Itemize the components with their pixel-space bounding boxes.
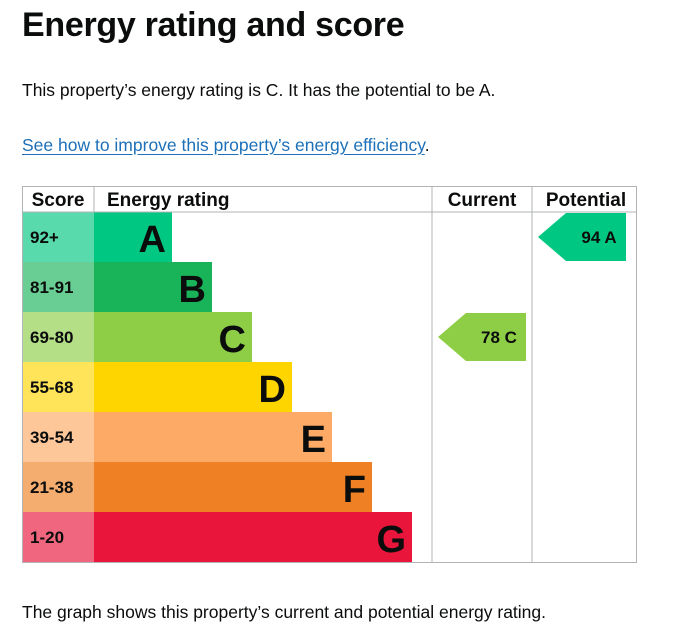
score-range-A: 92+ — [30, 228, 59, 247]
rating-bar-C — [94, 312, 252, 362]
rating-letter-A: A — [139, 219, 166, 261]
rating-letter-F: F — [343, 469, 366, 511]
rating-bar-G — [94, 512, 412, 562]
improve-efficiency-link[interactable]: See how to improve this property’s energ… — [22, 135, 425, 155]
rating-bar-B — [94, 262, 212, 312]
current-header: Current — [448, 190, 517, 211]
potential-rating-label: 94 A — [581, 228, 616, 247]
rating-letter-B: B — [179, 269, 206, 311]
score-cell-G — [22, 512, 94, 562]
score-cell-tint-F — [22, 462, 94, 512]
score-range-F: 21-38 — [30, 478, 73, 497]
score-cell-A — [22, 212, 94, 262]
current-rating-label: 78 C — [481, 328, 517, 347]
score-cell-tint-G — [22, 512, 94, 562]
score-cell-D — [22, 362, 94, 412]
rating-letter-G: G — [376, 519, 406, 561]
score-range-D: 55-68 — [30, 378, 73, 397]
score-cell-F — [22, 462, 94, 512]
graph-description: The graph shows this property’s current … — [22, 602, 547, 622]
page-title: Energy rating and score — [22, 6, 405, 44]
score-range-B: 81-91 — [30, 278, 73, 297]
rating-bar-A — [94, 212, 172, 262]
rating-bar-E — [94, 412, 332, 462]
score-cell-E — [22, 412, 94, 462]
improve-paragraph: See how to improve this property’s energ… — [22, 134, 430, 156]
score-cell-C — [22, 312, 94, 362]
score-cell-tint-C — [22, 312, 94, 362]
current-rating-arrow — [438, 313, 526, 361]
score-range-E: 39-54 — [30, 428, 74, 447]
score-cell-tint-D — [22, 362, 94, 412]
rating-bar-F — [94, 462, 372, 512]
score-cell-tint-B — [22, 262, 94, 312]
score-header: Score — [32, 190, 85, 211]
chart-frame — [22, 186, 637, 563]
energy-rating-chart: Score Energy rating Current Potential 92+ A 81… — [22, 186, 637, 563]
rating-summary: This property’s energy rating is C. It h… — [22, 80, 496, 100]
rating-letter-C: C — [219, 319, 246, 361]
improve-link-suffix: . — [424, 135, 430, 155]
energy-rating-header: Energy rating — [107, 190, 229, 211]
score-cell-B — [22, 262, 94, 312]
score-range-C: 69-80 — [30, 328, 73, 347]
score-range-G: 1-20 — [30, 528, 64, 547]
rating-letter-E: E — [301, 419, 326, 461]
rating-letter-D: D — [259, 369, 286, 411]
rating-bar-D — [94, 362, 292, 412]
score-cell-tint-A — [22, 212, 94, 262]
potential-header: Potential — [546, 190, 626, 211]
potential-rating-arrow — [538, 213, 626, 261]
score-cell-tint-E — [22, 412, 94, 462]
